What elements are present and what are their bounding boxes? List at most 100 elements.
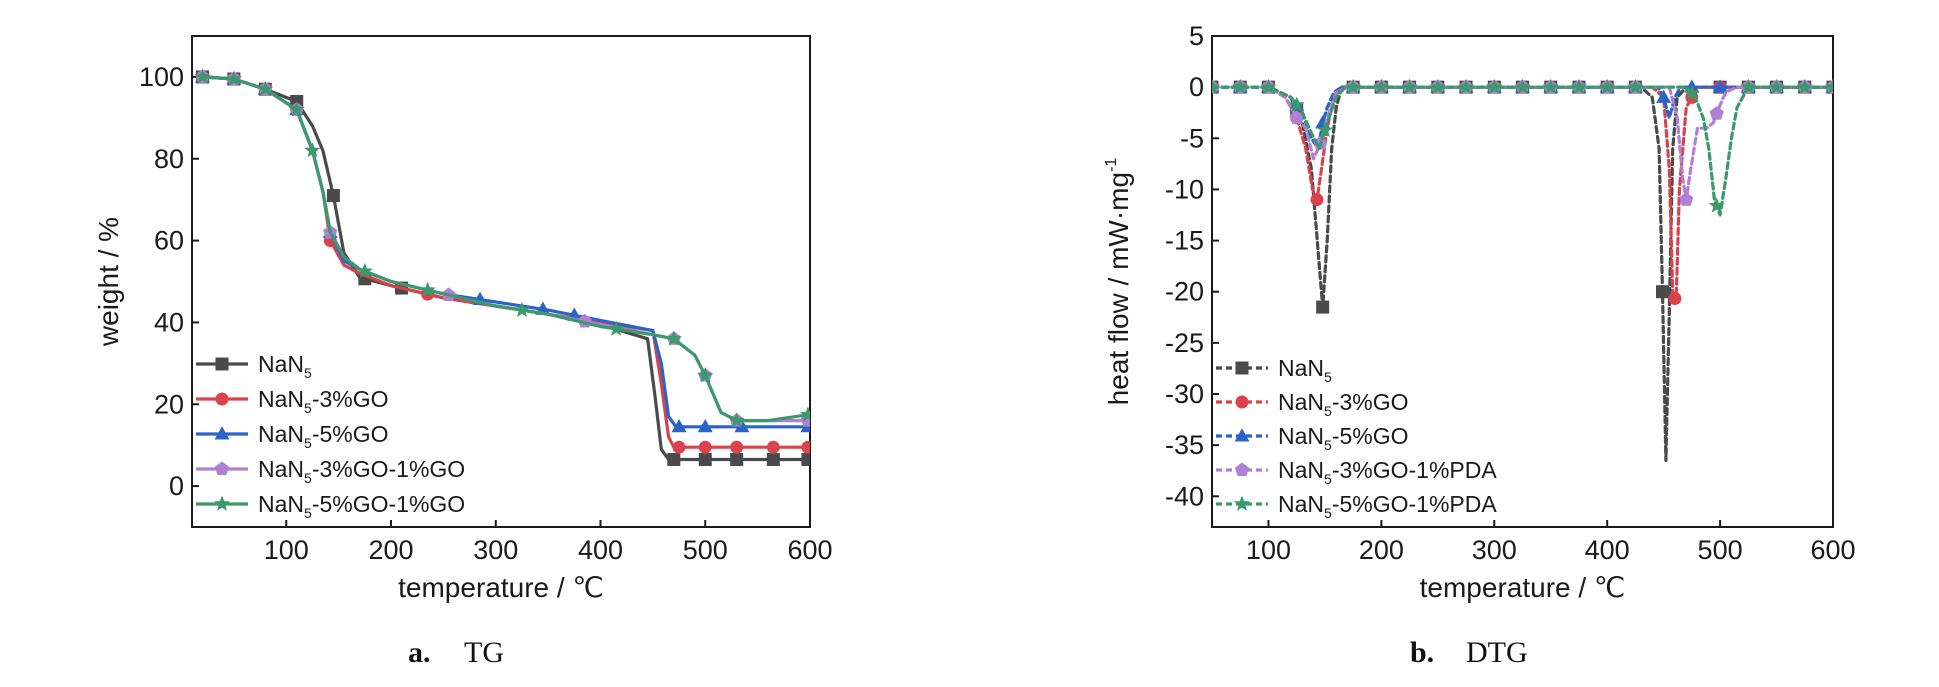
figure-caption-text: TG: [464, 636, 504, 669]
legend-label-suffix: -5%GO-1%PDA: [1332, 491, 1498, 517]
y-tick-label: -10: [1165, 174, 1204, 204]
legend-label: NaN5-3%GO: [258, 386, 389, 416]
data-point: [1708, 197, 1725, 213]
plot-frame: [1211, 35, 1834, 528]
x-tick-label: 300: [1472, 535, 1517, 565]
legend-swatch-marker: [1233, 495, 1251, 511]
legend-label-subscript: 5: [304, 365, 312, 381]
series-2: [194, 69, 810, 433]
y-tick-label: 5: [1189, 21, 1204, 51]
y-axis-label: heat flow / mW·mg-1: [1103, 158, 1134, 406]
data-point: [799, 406, 810, 422]
y-axis-label: weight / %: [93, 217, 124, 347]
y-tick-label: -20: [1165, 277, 1204, 307]
y-tick-label: -30: [1165, 379, 1204, 409]
y-tick-label: -40: [1165, 481, 1204, 511]
legend-label-suffix: -5%GO-1%GO: [312, 491, 465, 517]
legend-label: NaN5-3%GO-1%GO: [258, 456, 465, 486]
legend-swatch-marker: [1234, 428, 1250, 442]
data-point: [1740, 78, 1757, 94]
data-point: [1824, 78, 1833, 94]
data-point: [1542, 78, 1559, 94]
legend: NaN5NaN5-3%GONaN5-5%GONaN5-3%GO-1%GONaN5…: [196, 351, 465, 521]
legend-label-suffix: -3%GO: [312, 386, 389, 412]
figure-caption-text: DTG: [1466, 636, 1528, 669]
data-point: [1486, 78, 1503, 94]
legend-label-base: NaN: [258, 386, 304, 412]
y-tick-label: 0: [169, 471, 184, 501]
legend-label-base: NaN: [1278, 389, 1324, 415]
y-axis-label-sup: -1: [1103, 158, 1120, 172]
legend-swatch-marker: [1235, 361, 1249, 375]
legend-label-subscript: 5: [1324, 369, 1332, 385]
data-point: [734, 418, 750, 433]
data-point: [288, 101, 305, 117]
data-point: [1570, 78, 1587, 94]
data-point: [1373, 78, 1390, 94]
y-tick-label: 0: [1189, 72, 1204, 102]
legend-label-base: NaN: [258, 491, 304, 517]
x-tick-label: 200: [368, 535, 413, 565]
legend-item: NaN5: [196, 351, 312, 381]
series-line-4: [1212, 85, 1833, 217]
legend-swatch-marker: [1235, 395, 1249, 409]
x-tick-label: 100: [264, 535, 309, 565]
data-point: [1289, 110, 1304, 124]
data-point: [801, 452, 810, 466]
data-point: [194, 68, 211, 84]
legend-label-subscript: 5: [304, 470, 312, 486]
x-tick-label: 500: [683, 535, 728, 565]
data-point: [1599, 78, 1616, 94]
data-point: [1260, 78, 1277, 94]
legend-label: NaN5-5%GO-1%GO: [258, 491, 465, 521]
data-point: [698, 452, 712, 466]
legend-label-base: NaN: [258, 456, 304, 482]
data-point: [698, 440, 712, 454]
legend-label: NaN5-5%GO-1%PDA: [1278, 491, 1497, 521]
legend-item: NaN5: [1216, 355, 1332, 385]
data-point: [730, 452, 744, 466]
legend-item: NaN5-5%GO-1%GO: [196, 491, 465, 521]
x-axis-label: temperature / ℃: [1420, 572, 1626, 603]
y-tick-label: -15: [1165, 226, 1204, 256]
data-point: [1796, 78, 1813, 94]
data-point: [1232, 78, 1249, 94]
data-point: [304, 142, 321, 158]
plot-area: [1212, 78, 1833, 463]
data-point: [225, 70, 242, 86]
data-point: [1768, 78, 1785, 94]
y-tick-label: -5: [1180, 123, 1204, 153]
legend-label-suffix: -5%GO: [1332, 423, 1409, 449]
data-point: [1656, 89, 1672, 103]
data-point: [730, 440, 744, 454]
plot-frame: [191, 35, 811, 528]
legend-swatch-marker: [214, 461, 230, 476]
legend-label: NaN5-3%GO-1%PDA: [1278, 457, 1497, 487]
y-tick-label: 60: [154, 226, 184, 256]
series-3: [1212, 79, 1833, 206]
data-point: [728, 412, 745, 428]
data-point: [1316, 300, 1330, 314]
legend-label-suffix: -3%GO-1%GO: [312, 456, 465, 482]
legend-label-subscript: 5: [1324, 403, 1332, 419]
data-point: [1310, 193, 1324, 207]
data-point: [1712, 79, 1728, 93]
y-tick-label: -35: [1165, 430, 1204, 460]
dtg-chart: 100 200 300 400 500 60050-5-10-15-20-25-30-35…: [1103, 21, 1856, 669]
figure-caption-letter: a.: [408, 636, 431, 669]
tg-chart: 100 200 300 400 500 600 0 20 40 60 80 100 temperatur…: [93, 35, 833, 669]
data-point: [1679, 192, 1694, 206]
y-tick-label: 40: [154, 307, 184, 337]
data-point: [801, 440, 810, 454]
data-point: [1212, 78, 1221, 94]
data-point: [697, 418, 713, 433]
legend-item: NaN5-3%GO: [1216, 389, 1409, 419]
legend-label-suffix: -3%GO-1%PDA: [1332, 457, 1498, 483]
legend-label: NaN5-5%GO: [258, 421, 389, 451]
legend-label-subscript: 5: [304, 505, 312, 521]
legend-item: NaN5-5%GO: [196, 421, 389, 451]
series-4: [1212, 78, 1833, 217]
legend-label-base: NaN: [258, 351, 304, 377]
legend-label-base: NaN: [258, 421, 304, 447]
